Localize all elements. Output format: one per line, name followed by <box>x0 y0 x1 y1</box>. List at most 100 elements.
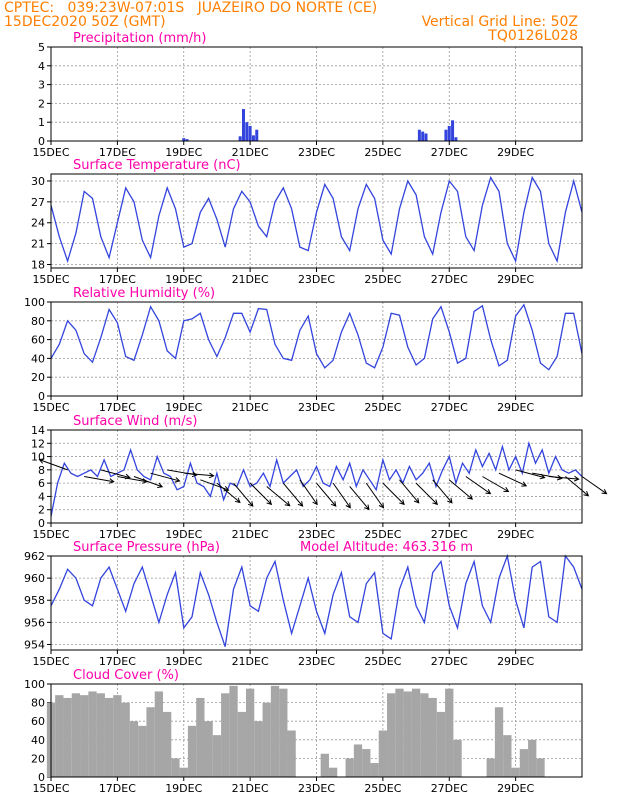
wind-arrow <box>482 476 510 493</box>
wind-ytick-label: 2 <box>38 504 45 517</box>
temp-xtick-label: 27DEC <box>431 273 468 286</box>
cloud-bar <box>104 697 114 777</box>
wind-arrow <box>266 486 291 507</box>
cloud-bar <box>245 688 255 777</box>
cloud-bar <box>113 695 122 777</box>
wind-xtick-label: 25DEC <box>364 528 401 541</box>
precip-bar <box>447 125 451 141</box>
cloud-xtick-label: 29DEC <box>497 782 534 795</box>
cloud-xtick-label: 27DEC <box>431 782 468 795</box>
wind-arrow <box>84 476 115 484</box>
wind-ytick-label: 0 <box>38 517 45 530</box>
wind-arrow <box>183 472 215 479</box>
pressure-xtick-label: 19DEC <box>165 655 202 668</box>
cloud-ytick-label: 20 <box>31 752 45 765</box>
cloud-bar <box>279 688 288 777</box>
temp-ytick-label: 24 <box>31 217 45 230</box>
pressure-ytick-label: 958 <box>24 594 45 607</box>
precip-bar <box>451 120 455 141</box>
precip-bar <box>238 136 242 141</box>
pressure-xtick-label: 21DEC <box>232 655 269 668</box>
wind-xtick-label: 15DEC <box>32 528 69 541</box>
temp-ytick-label: 21 <box>31 238 45 251</box>
rh-series-line <box>50 303 583 371</box>
precip-xtick-label: 29DEC <box>497 146 534 159</box>
wind-arrow <box>332 482 351 509</box>
cloud-bar <box>503 735 512 777</box>
precip-bar <box>421 131 425 141</box>
pressure-xtick-label: 27DEC <box>431 655 468 668</box>
wind-ytick-label: 14 <box>31 424 45 437</box>
wind-arrow <box>465 476 492 495</box>
cloud-bar <box>138 725 147 777</box>
cloud-panel <box>46 683 583 781</box>
precip-ytick-label: 3 <box>38 79 45 92</box>
cloud-bar <box>378 730 388 777</box>
cloud-bar <box>411 688 421 777</box>
cloud-bar <box>345 758 354 777</box>
cloud-bar <box>362 749 371 777</box>
cloud-bar <box>129 721 139 777</box>
cloud-bar <box>179 767 188 777</box>
wind-arrow <box>349 486 370 511</box>
rh-frame <box>50 301 583 397</box>
cloud-bar <box>196 697 205 777</box>
wind-xtick-label: 23DEC <box>298 528 335 541</box>
cloud-bar <box>328 767 338 777</box>
rh-xtick-label: 21DEC <box>232 401 269 414</box>
cloud-bar <box>370 763 379 777</box>
rh-xtick-label: 29DEC <box>497 401 534 414</box>
cloud-bar <box>96 693 105 777</box>
header-grid-note: Vertical Grid Line: 50Z <box>421 14 578 30</box>
precip-title: Precipitation (mm/h) <box>73 31 206 46</box>
rh-title: Relative Humidity (%) <box>73 286 215 301</box>
wind-arrow <box>150 472 181 483</box>
rh-ytick-label: 60 <box>31 334 45 347</box>
cloud-bar <box>395 688 404 777</box>
cloud-title: Cloud Cover (%) <box>73 668 179 683</box>
cloud-bar <box>121 702 130 777</box>
wind-arrow <box>299 479 318 506</box>
wind-title: Surface Wind (m/s) <box>73 414 197 429</box>
wind-arrow <box>399 479 420 504</box>
temp-ytick-label: 18 <box>31 259 45 272</box>
precip-bar <box>241 109 245 141</box>
rh-xtick-label: 27DEC <box>431 401 468 414</box>
precip-xtick-label: 21DEC <box>232 146 269 159</box>
cloud-bar <box>154 691 164 777</box>
cloud-bar <box>403 691 412 777</box>
cloud-bar <box>229 685 238 777</box>
precip-bar <box>185 139 189 141</box>
temp-series-line <box>50 175 583 264</box>
cloud-bar <box>187 725 197 777</box>
precip-ytick-label: 0 <box>38 135 45 148</box>
cloud-bar <box>55 695 64 777</box>
rh-xtick-label: 15DEC <box>32 401 69 414</box>
cloud-bar <box>511 767 520 777</box>
pressure-xtick-label: 23DEC <box>298 655 335 668</box>
header-line1: CPTEC: 039:23W-07:01S JUAZEIRO DO NORTE … <box>4 0 378 16</box>
pressure-xtick-label: 25DEC <box>364 655 401 668</box>
rh-xtick-label: 17DEC <box>99 401 136 414</box>
cloud-bar <box>254 721 263 777</box>
cloud-bar <box>287 730 296 777</box>
cloud-bar <box>63 697 72 777</box>
rh-ytick-label: 100 <box>24 296 45 309</box>
precip-bar <box>182 138 186 141</box>
temp-panel <box>47 173 583 272</box>
wind-ytick-label: 8 <box>38 464 45 477</box>
cloud-ytick-label: 60 <box>31 715 45 728</box>
precip-ytick-label: 1 <box>38 116 45 129</box>
header-model-code: TQ0126L028 <box>488 28 578 44</box>
precip-xtick-label: 17DEC <box>99 146 136 159</box>
wind-ytick-label: 6 <box>38 477 45 490</box>
pressure-ytick-label: 962 <box>24 550 45 563</box>
precip-bar <box>424 133 428 141</box>
wind-arrow <box>282 482 304 507</box>
temp-xtick-label: 23DEC <box>298 273 335 286</box>
temp-xtick-label: 29DEC <box>497 273 534 286</box>
precip-bar <box>444 129 448 141</box>
pressure-xtick-label: 17DEC <box>99 655 136 668</box>
temp-title: Surface Temperature (nC) <box>73 158 241 173</box>
cloud-bar <box>221 693 230 777</box>
